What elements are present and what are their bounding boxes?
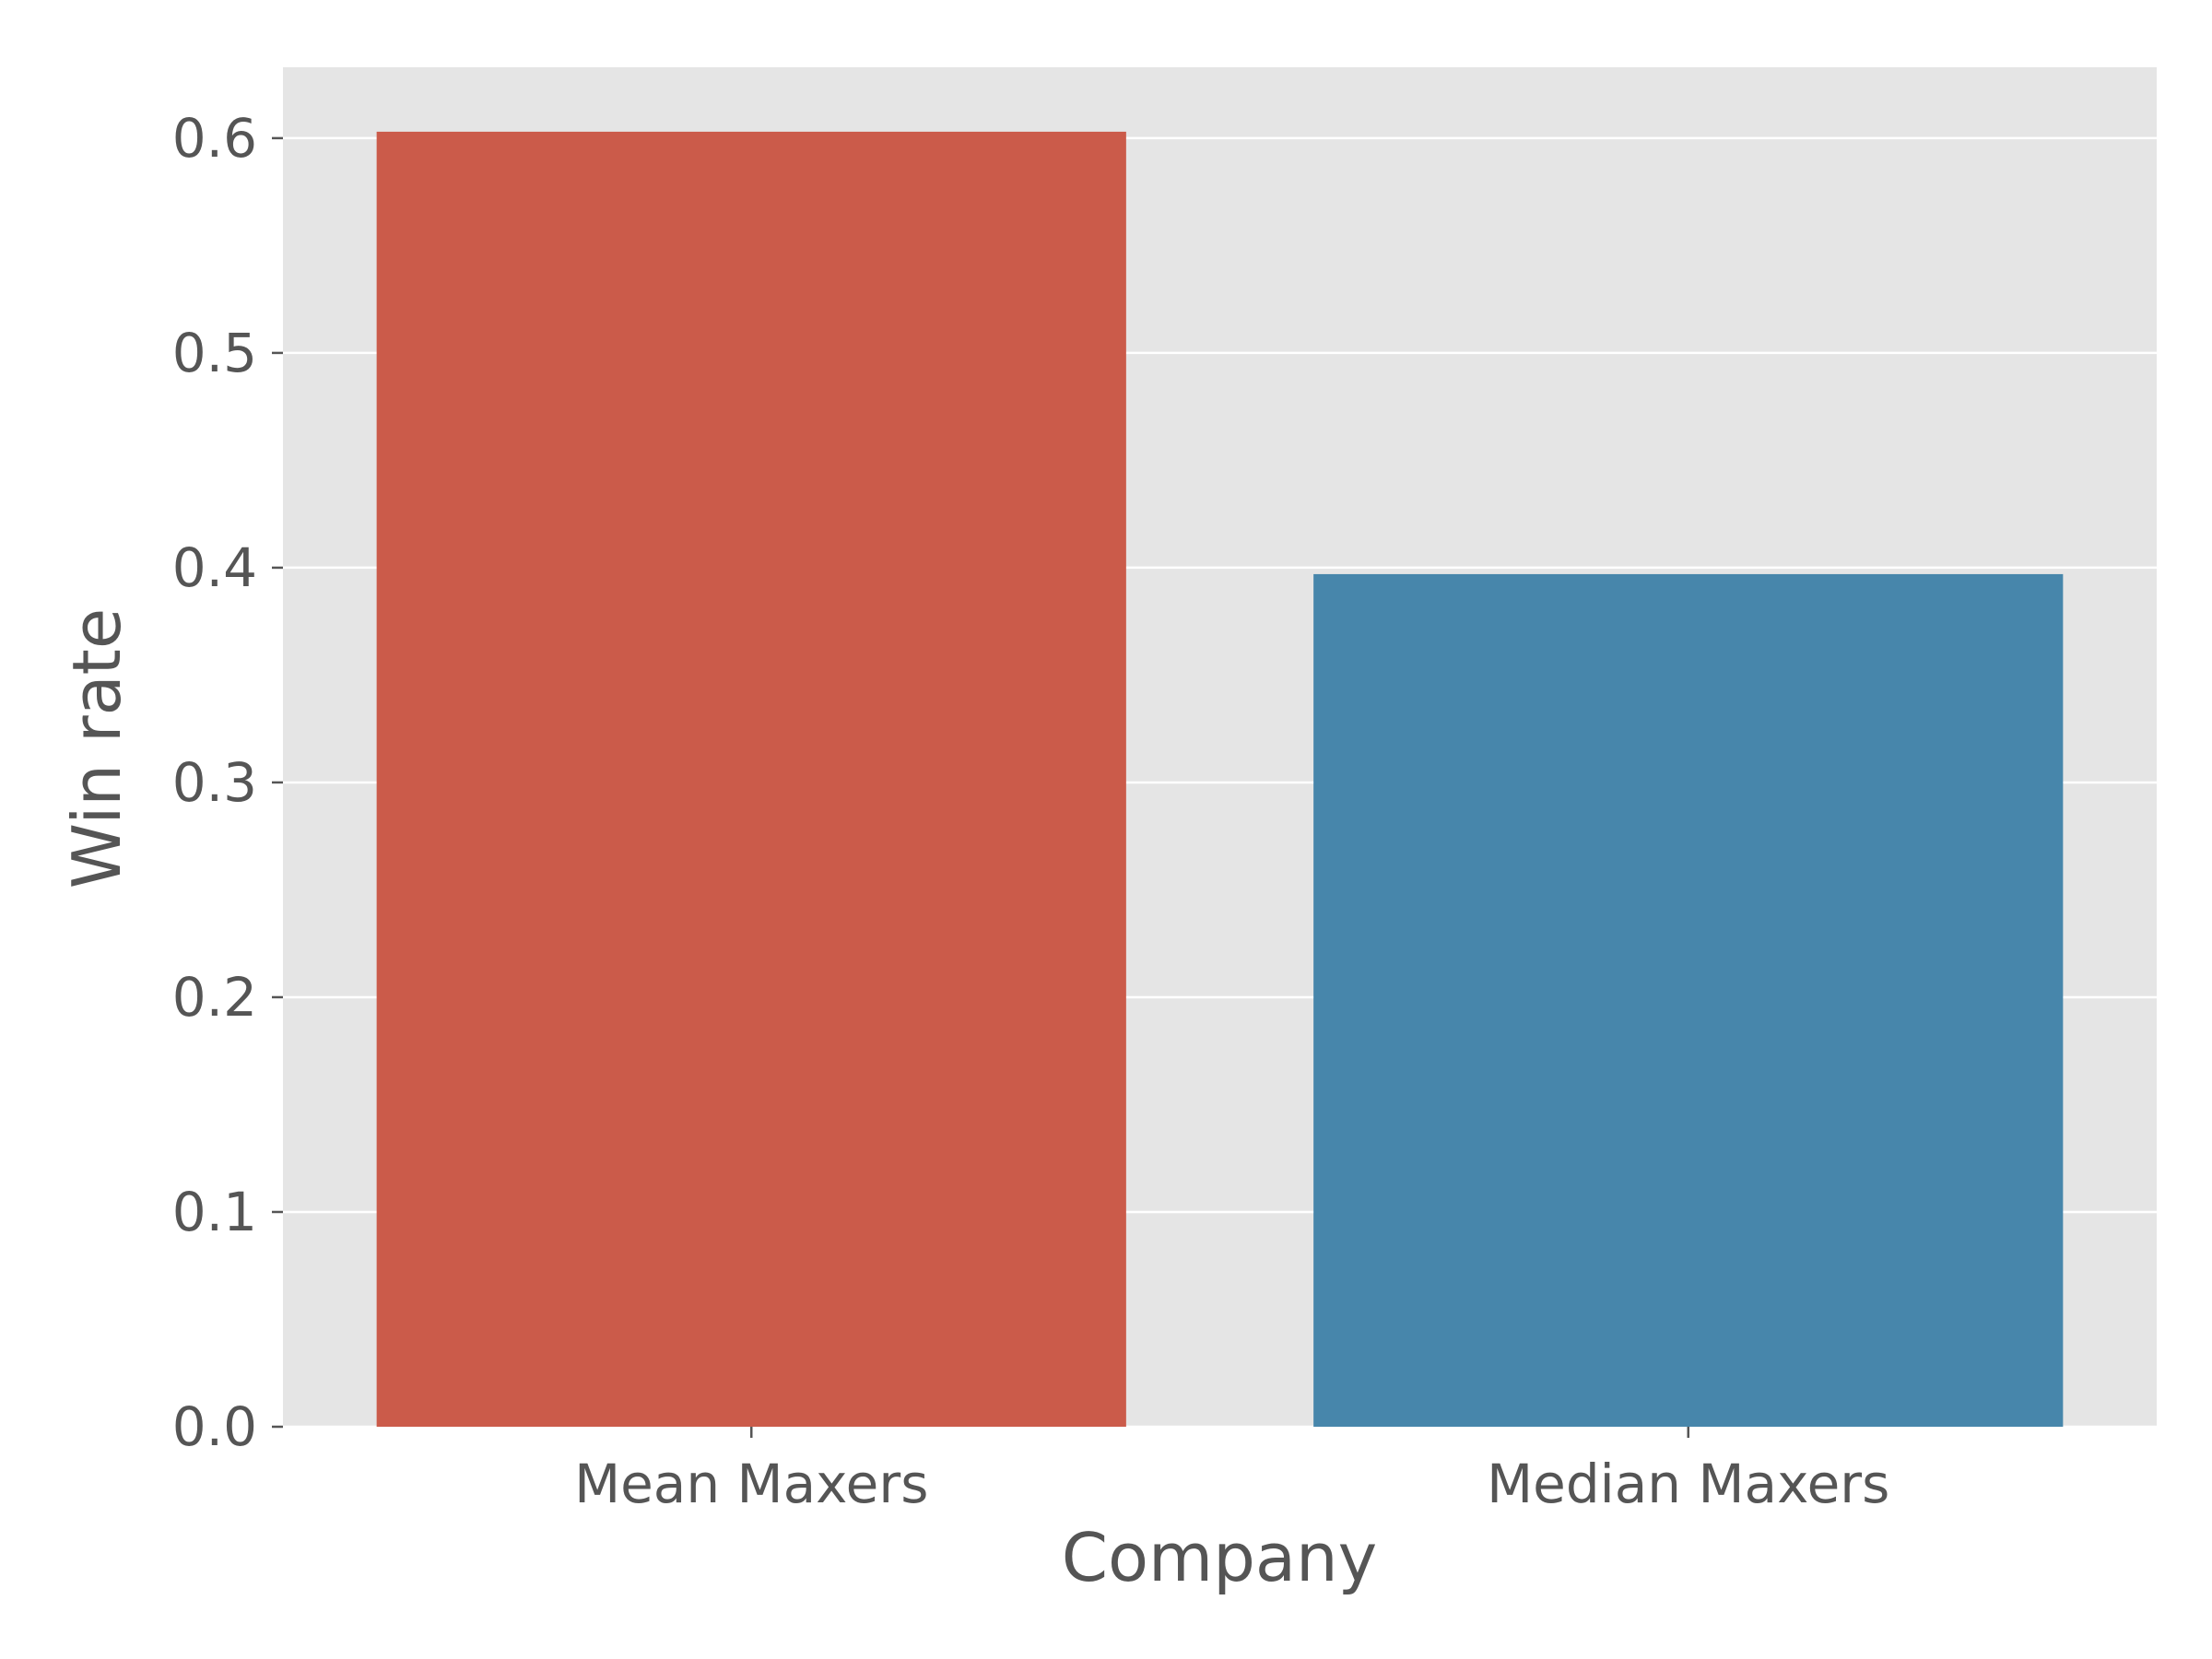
y-tick-label: 0.1	[172, 1181, 257, 1243]
y-tick-label: 0.5	[172, 322, 257, 384]
x-axis: Mean Maxers Median Maxers	[574, 1427, 1889, 1515]
y-tick-label: 0.3	[172, 751, 257, 814]
x-tick-label: Median Maxers	[1487, 1453, 1889, 1515]
y-tick-label: 0.4	[172, 536, 257, 599]
y-tick-label: 0.0	[172, 1395, 257, 1458]
y-axis-label: Win rate	[58, 608, 135, 888]
y-tick-label: 0.6	[172, 107, 257, 170]
y-axis: 0.0 0.1 0.2 0.3 0.4 0.5 0.6	[172, 107, 283, 1458]
x-tick-label: Mean Maxers	[574, 1453, 928, 1515]
x-axis-label: Company	[1062, 1519, 1378, 1596]
bar-mean-maxers	[376, 131, 1126, 1427]
bars	[376, 131, 2064, 1427]
bar-median-maxers	[1313, 573, 2064, 1427]
y-tick-label: 0.2	[172, 966, 257, 1029]
